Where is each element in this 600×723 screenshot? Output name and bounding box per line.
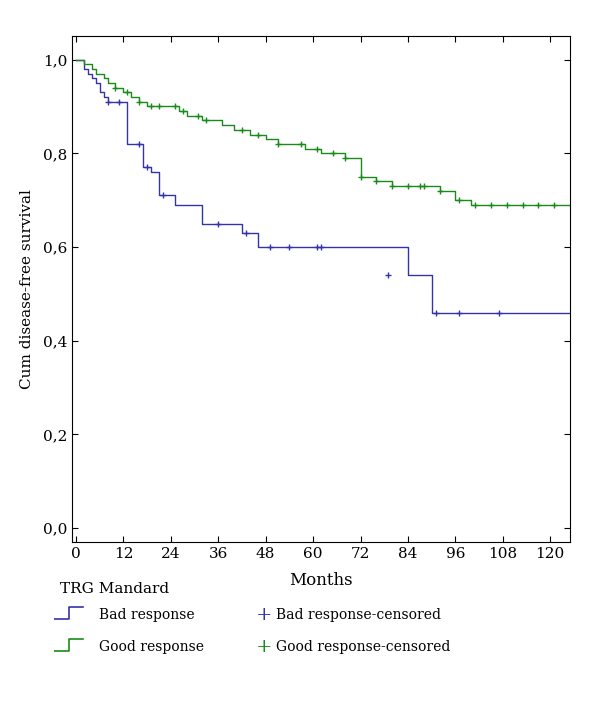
Text: Good response: Good response — [99, 640, 204, 654]
Text: Bad response-censored: Bad response-censored — [276, 607, 441, 622]
Text: Good response-censored: Good response-censored — [276, 640, 451, 654]
Text: +: + — [256, 606, 272, 623]
Text: +: + — [256, 638, 272, 656]
Text: TRG Mandard: TRG Mandard — [60, 582, 169, 596]
Text: Bad response: Bad response — [99, 607, 194, 622]
Y-axis label: Cum disease-free survival: Cum disease-free survival — [20, 189, 34, 389]
X-axis label: Months: Months — [289, 572, 353, 589]
